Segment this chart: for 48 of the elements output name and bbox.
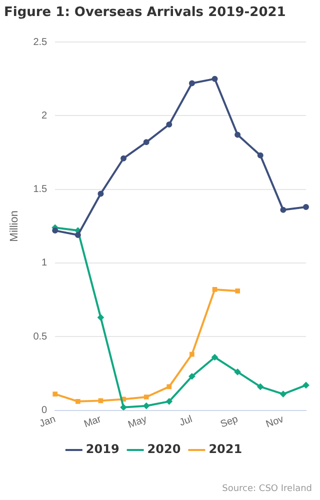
point bbox=[166, 121, 172, 128]
y-tick-label: 2.5 bbox=[33, 36, 48, 48]
chart-title: Figure 1: Overseas Arrivals 2019-2021 bbox=[4, 5, 286, 20]
x-tick-label: Jan bbox=[38, 414, 58, 430]
y-tick-label: 1 bbox=[42, 258, 48, 269]
point bbox=[166, 398, 172, 404]
x-tick-label: Jul bbox=[178, 414, 194, 429]
y-axis-title: Million bbox=[8, 210, 21, 242]
legend-label: 2019 bbox=[86, 442, 120, 456]
point bbox=[235, 288, 240, 294]
point bbox=[120, 155, 127, 162]
point bbox=[234, 368, 241, 375]
point bbox=[234, 132, 241, 138]
source-note: Source: CSO Ireland bbox=[222, 484, 312, 494]
x-tick-label: Mar bbox=[82, 414, 104, 430]
point bbox=[188, 373, 195, 380]
y-tick-label: 0.5 bbox=[33, 331, 48, 342]
point bbox=[144, 394, 149, 400]
legend-label: 2021 bbox=[208, 442, 242, 456]
legend-label: 2020 bbox=[147, 442, 181, 456]
y-tick-label: 0 bbox=[42, 405, 48, 416]
point bbox=[143, 402, 150, 409]
point bbox=[98, 398, 104, 404]
x-tick-label: May bbox=[126, 414, 148, 431]
y-tick-label: 1.5 bbox=[33, 184, 48, 196]
point bbox=[303, 382, 309, 388]
point bbox=[75, 399, 80, 404]
point bbox=[98, 314, 104, 320]
point bbox=[190, 352, 194, 357]
point bbox=[98, 190, 104, 197]
point bbox=[212, 76, 218, 82]
point bbox=[74, 232, 81, 238]
point bbox=[52, 392, 58, 396]
point bbox=[52, 228, 58, 234]
point bbox=[280, 391, 286, 398]
point bbox=[212, 287, 218, 292]
point bbox=[257, 152, 264, 158]
point bbox=[303, 204, 309, 210]
point bbox=[280, 206, 286, 213]
point bbox=[120, 404, 127, 410]
x-tick-label: Nov bbox=[264, 414, 286, 430]
point bbox=[212, 354, 218, 360]
x-tick-label: Sep bbox=[219, 414, 240, 430]
point bbox=[143, 139, 150, 146]
point bbox=[188, 80, 195, 86]
y-tick-label: 2 bbox=[42, 110, 48, 122]
point bbox=[166, 384, 172, 390]
point bbox=[257, 384, 264, 390]
